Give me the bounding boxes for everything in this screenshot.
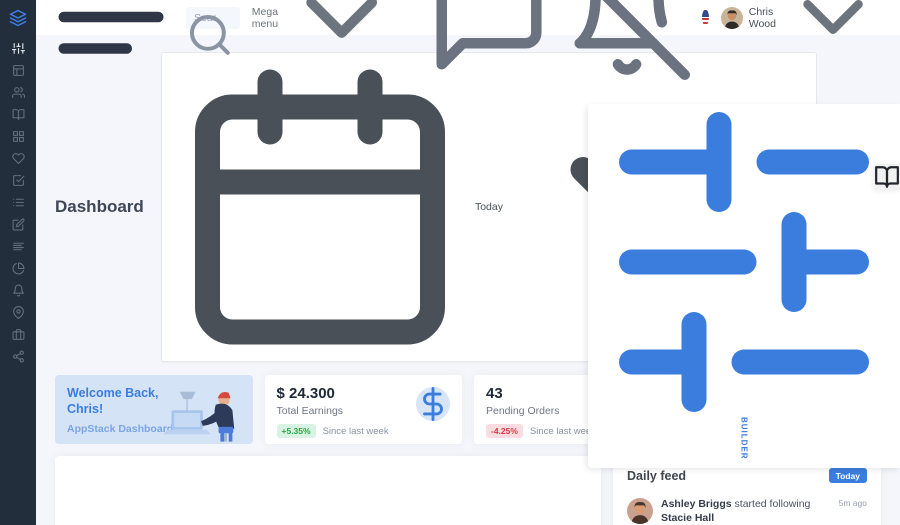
list-icon xyxy=(12,196,25,214)
welcome-subtitle: AppStack Dashboard xyxy=(67,423,174,436)
sidebar-item-check-square[interactable] xyxy=(0,172,36,194)
user-name: Chris Wood xyxy=(748,5,776,30)
menu-icon xyxy=(48,0,174,81)
stat-delta-badge: +5.35% xyxy=(276,424,316,438)
layout-icon xyxy=(12,64,25,82)
page-title: Dashboard xyxy=(55,197,144,216)
sidebar xyxy=(0,0,36,525)
pie-chart-icon xyxy=(12,262,25,280)
welcome-card: Welcome Back, Chris! AppStack Dashboard xyxy=(55,375,253,444)
app-logo[interactable] xyxy=(0,0,36,36)
welcome-illustration xyxy=(162,391,234,442)
stat-label: Pending Orders xyxy=(486,405,560,417)
builder-label: BUILDER xyxy=(739,417,749,460)
sales-revenue-chart-card: Sales / Revenue 020406080100120140160 Ja… xyxy=(55,456,601,525)
notifications-button[interactable] xyxy=(564,0,691,81)
sliders-icon xyxy=(594,112,894,412)
layers-icon xyxy=(9,9,27,27)
stat-note: Since last week xyxy=(322,425,389,437)
chevron-down-icon xyxy=(782,0,884,69)
sidebar-item-grid[interactable] xyxy=(0,128,36,150)
sidebar-item-align-left[interactable] xyxy=(0,238,36,260)
bell-off-icon xyxy=(564,0,691,81)
briefcase-icon xyxy=(12,328,25,346)
feed-today-badge: Today xyxy=(828,468,867,483)
sidebar-item-layout[interactable] xyxy=(0,62,36,84)
date-range-label: Today xyxy=(474,201,503,213)
stat-value: $ 24.300 xyxy=(276,385,335,402)
map-pin-icon xyxy=(12,306,25,324)
avatar xyxy=(627,498,653,524)
chevron-down-icon xyxy=(281,0,402,78)
calendar-icon xyxy=(170,57,470,357)
feed-title: Daily feed xyxy=(627,468,687,483)
sidebar-item-map-pin[interactable] xyxy=(0,304,36,326)
card-menu-button[interactable] xyxy=(287,468,587,525)
book-open-icon xyxy=(12,108,25,126)
documentation-flyout-button[interactable] xyxy=(874,164,900,190)
align-left-icon xyxy=(12,240,25,258)
mega-menu-label: Mega menu xyxy=(251,5,279,30)
top-navbar: Mega menu 4 Chris Wood xyxy=(36,0,900,81)
stat-delta-badge: -4.25% xyxy=(486,424,523,438)
user-menu[interactable]: Chris Wood xyxy=(720,0,884,69)
stat-value: 43 xyxy=(486,385,503,402)
feed-ago: 5m ago xyxy=(838,498,867,508)
feed-text: Ashley Briggs started following Stacie H… xyxy=(661,498,811,524)
dollar-icon xyxy=(416,387,450,421)
sidebar-item-list[interactable] xyxy=(0,194,36,216)
grid-icon xyxy=(12,130,25,148)
edit-icon xyxy=(12,218,25,236)
search-box xyxy=(186,6,240,55)
language-flag-button[interactable] xyxy=(702,10,709,25)
sidebar-item-pie-chart[interactable] xyxy=(0,260,36,282)
check-square-icon xyxy=(12,174,25,192)
sliders-icon xyxy=(11,42,25,60)
feed-item: Ashley Briggs started following Stacie H… xyxy=(627,491,867,525)
stat-note: Since last week xyxy=(529,425,596,437)
sidebar-item-users[interactable] xyxy=(0,84,36,106)
welcome-title: Welcome Back, Chris! xyxy=(67,386,159,416)
message-icon xyxy=(426,0,552,81)
sidebar-item-book-open[interactable] xyxy=(0,106,36,128)
sidebar-item-sliders[interactable] xyxy=(0,40,36,62)
share-2-icon xyxy=(12,350,25,368)
search-icon[interactable] xyxy=(186,11,234,64)
stat-label: Total Earnings xyxy=(276,405,344,417)
sidebar-item-share-2[interactable] xyxy=(0,348,36,370)
users-icon xyxy=(11,86,25,104)
sidebar-toggle-button[interactable] xyxy=(48,0,174,81)
bell-icon xyxy=(12,284,25,302)
mega-menu-dropdown[interactable]: Mega menu xyxy=(252,0,403,78)
heart-icon xyxy=(11,152,25,170)
builder-flyout-button[interactable]: BUILDER xyxy=(588,104,900,468)
sidebar-item-bell[interactable] xyxy=(0,282,36,304)
book-open-icon xyxy=(874,164,900,190)
messages-button[interactable]: 4 xyxy=(426,0,552,81)
sidebar-item-briefcase[interactable] xyxy=(0,326,36,348)
more-horizontal-icon xyxy=(287,468,587,525)
sidebar-item-edit[interactable] xyxy=(0,216,36,238)
stat-card-total-earnings: $ 24.300 Total Earnings +5.35% Since las… xyxy=(264,375,462,444)
user-avatar xyxy=(720,6,743,29)
sidebar-item-heart[interactable] xyxy=(0,150,36,172)
